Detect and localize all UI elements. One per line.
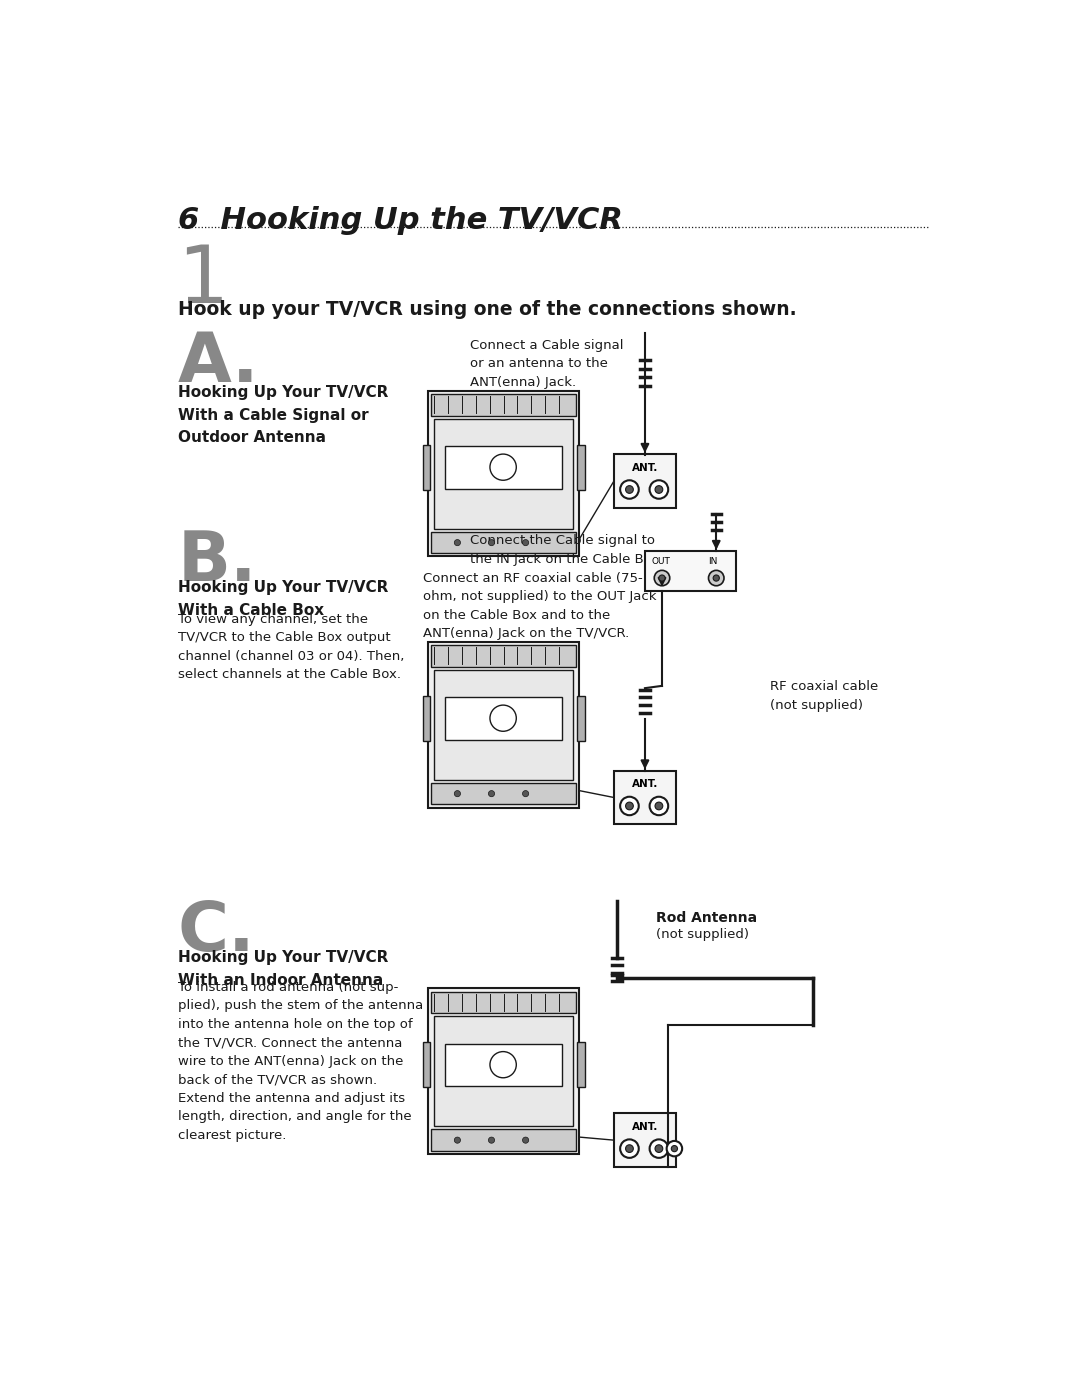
Circle shape: [666, 1141, 683, 1157]
Polygon shape: [445, 447, 562, 489]
Circle shape: [455, 1137, 460, 1143]
Text: C.: C.: [177, 898, 255, 964]
Text: Connect the Cable signal to
the IN Jack on the Cable Box.: Connect the Cable signal to the IN Jack …: [470, 534, 663, 566]
Circle shape: [654, 570, 670, 585]
Polygon shape: [428, 643, 579, 807]
Circle shape: [649, 1140, 669, 1158]
Text: Hooking Up Your TV/VCR
With a Cable Box: Hooking Up Your TV/VCR With a Cable Box: [177, 580, 388, 617]
Polygon shape: [431, 645, 576, 666]
Circle shape: [488, 539, 495, 546]
Polygon shape: [422, 1042, 430, 1087]
Text: Hooking Up Your TV/VCR
With a Cable Signal or
Outdoor Antenna: Hooking Up Your TV/VCR With a Cable Sign…: [177, 384, 388, 446]
Polygon shape: [431, 394, 576, 415]
Polygon shape: [431, 1129, 576, 1151]
Polygon shape: [434, 1016, 572, 1126]
Text: A.: A.: [177, 330, 259, 397]
Circle shape: [488, 791, 495, 796]
Circle shape: [523, 539, 529, 546]
Circle shape: [620, 1140, 638, 1158]
Circle shape: [455, 539, 460, 546]
Circle shape: [656, 1144, 663, 1153]
Text: ANT.: ANT.: [632, 1122, 658, 1132]
Text: 6  Hooking Up the TV/VCR: 6 Hooking Up the TV/VCR: [177, 207, 622, 235]
Text: To install a rod antenna (not sup-
plied), push the stem of the antenna
into the: To install a rod antenna (not sup- plied…: [177, 981, 423, 1141]
Text: Hooking Up Your TV/VCR
With an Indoor Antenna: Hooking Up Your TV/VCR With an Indoor An…: [177, 950, 388, 988]
Circle shape: [620, 796, 638, 816]
Polygon shape: [422, 444, 430, 489]
Circle shape: [656, 802, 663, 810]
Text: Connect an RF coaxial cable (75-
ohm, not supplied) to the OUT Jack
on the Cable: Connect an RF coaxial cable (75- ohm, no…: [423, 571, 657, 640]
Text: IN: IN: [708, 557, 718, 566]
Polygon shape: [577, 696, 584, 740]
Polygon shape: [434, 669, 572, 780]
Polygon shape: [613, 454, 676, 509]
Circle shape: [523, 791, 529, 796]
Circle shape: [656, 486, 663, 493]
Circle shape: [649, 796, 669, 816]
Text: (not supplied): (not supplied): [656, 929, 748, 942]
Circle shape: [625, 1144, 633, 1153]
Text: 1: 1: [177, 242, 229, 320]
Polygon shape: [434, 419, 572, 529]
Polygon shape: [613, 1113, 676, 1166]
Polygon shape: [445, 1044, 562, 1087]
Text: ANT.: ANT.: [632, 780, 658, 789]
Polygon shape: [645, 550, 737, 591]
Text: Rod Antenna: Rod Antenna: [656, 911, 757, 925]
Polygon shape: [431, 782, 576, 805]
Polygon shape: [445, 697, 562, 740]
Text: Connect a Cable signal
or an antenna to the
ANT(enna) Jack.: Connect a Cable signal or an antenna to …: [470, 338, 623, 388]
Polygon shape: [422, 696, 430, 740]
Text: ANT.: ANT.: [632, 462, 658, 472]
Text: RF coaxial cable
(not supplied): RF coaxial cable (not supplied): [770, 680, 879, 712]
Polygon shape: [613, 771, 676, 824]
Circle shape: [672, 1146, 677, 1151]
Circle shape: [523, 1137, 529, 1143]
Circle shape: [488, 1137, 495, 1143]
Text: OUT: OUT: [651, 557, 670, 566]
Circle shape: [649, 481, 669, 499]
Text: To view any channel, set the
TV/VCR to the Cable Box output
channel (channel 03 : To view any channel, set the TV/VCR to t…: [177, 613, 404, 682]
Circle shape: [659, 576, 665, 581]
Circle shape: [620, 481, 638, 499]
Polygon shape: [431, 532, 576, 553]
Polygon shape: [428, 989, 579, 1154]
Circle shape: [455, 791, 460, 796]
Polygon shape: [431, 992, 576, 1013]
Polygon shape: [577, 1042, 584, 1087]
Text: B.: B.: [177, 528, 257, 595]
Text: Hook up your TV/VCR using one of the connections shown.: Hook up your TV/VCR using one of the con…: [177, 300, 796, 319]
Polygon shape: [428, 391, 579, 556]
Circle shape: [625, 802, 633, 810]
Circle shape: [708, 570, 724, 585]
Polygon shape: [577, 444, 584, 489]
Circle shape: [713, 576, 719, 581]
Circle shape: [625, 486, 633, 493]
